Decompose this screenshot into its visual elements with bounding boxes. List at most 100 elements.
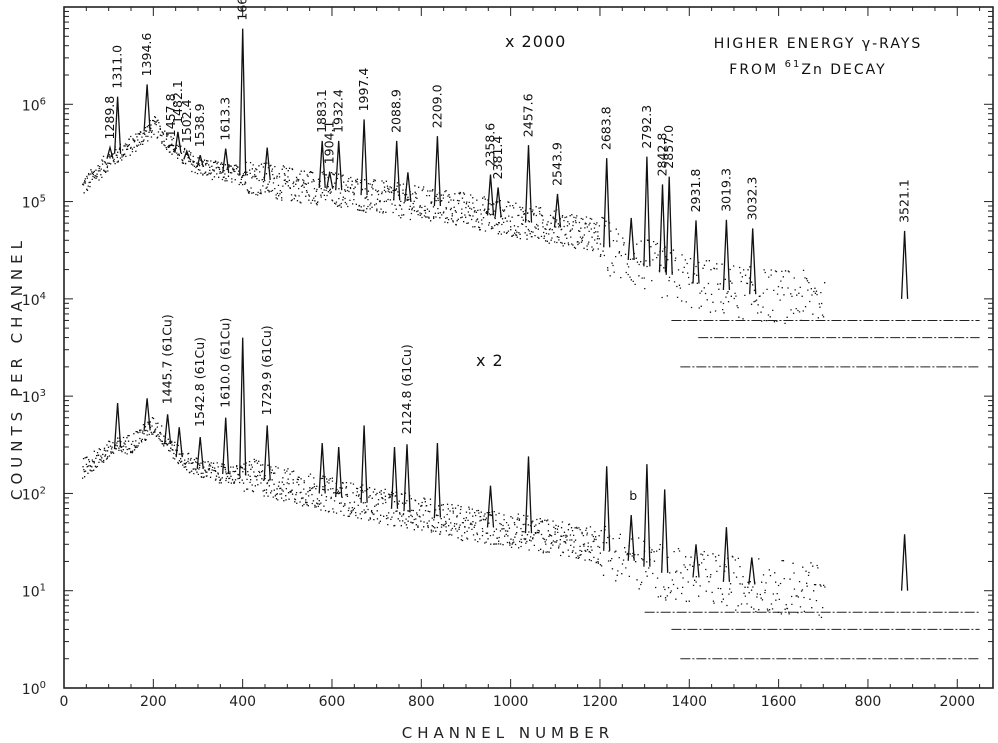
y-axis-label: COUNTS PER CHANNEL xyxy=(8,236,26,500)
x-tick-label: 1000 xyxy=(493,694,529,710)
y-tick-label: 104 xyxy=(22,291,46,309)
plot-frame xyxy=(63,6,994,689)
peak-annotations: 1289.8 1311.0 1394.6 1457.81482.11502.41538… xyxy=(102,0,912,503)
axes-frame xyxy=(63,6,994,689)
series-lower-x2 xyxy=(82,337,980,660)
peak-mark xyxy=(318,140,326,188)
chart-title-line2: FROM 61Zn DECAY xyxy=(729,59,886,78)
peak-mark xyxy=(748,557,756,585)
peak-label: 2931.8 xyxy=(688,169,703,213)
peak-mark xyxy=(393,140,401,201)
peak-label: 1482.1 xyxy=(170,80,185,124)
cu61-peak-label: 1729.9 (61Cu) xyxy=(259,325,274,415)
peak-mark xyxy=(196,436,204,470)
peak-mark xyxy=(494,187,502,218)
x-axis-label: CHANNEL NUMBER xyxy=(402,724,614,742)
peak-label: 3019.3 xyxy=(718,168,733,212)
peak-mark xyxy=(627,514,635,561)
peak-mark xyxy=(222,417,230,475)
peak-label: 2358.6 xyxy=(483,123,498,167)
peak-label: 2088.9 xyxy=(389,89,404,133)
peak-mark xyxy=(900,534,909,591)
peak-marker-label: b xyxy=(629,488,637,503)
x-tick-label: 1400 xyxy=(671,694,707,710)
peak-mark xyxy=(643,464,651,567)
peak-mark xyxy=(168,144,175,147)
peak-label: 1311.0 xyxy=(110,45,125,89)
peak-mark xyxy=(360,425,368,503)
peak-label: 3032.3 xyxy=(745,177,760,221)
x-tick-label: 800 xyxy=(408,694,435,710)
lower-series-label: x 2 xyxy=(476,351,504,370)
peak-mark xyxy=(318,442,326,494)
y-tick-label: 106 xyxy=(22,96,46,114)
peak-mark xyxy=(433,442,442,518)
peak-label: 2842.8 xyxy=(655,133,670,177)
peak-mark xyxy=(404,172,412,202)
peak-mark xyxy=(658,184,667,273)
peak-label: 2792.3 xyxy=(639,105,654,149)
peak-label: 3521.1 xyxy=(897,179,912,223)
cu61-peak-label: 1542.8 (61Cu) xyxy=(192,337,207,427)
peak-mark xyxy=(239,337,247,476)
series-upper-x2000 xyxy=(82,28,980,368)
peak-mark xyxy=(692,544,700,578)
y-tick-label: 100 xyxy=(22,680,46,698)
peak-mark xyxy=(163,414,172,445)
x-tick-label: 200 xyxy=(140,694,167,710)
peak-label: 2457.6 xyxy=(521,93,536,137)
peak-mark xyxy=(143,398,151,431)
cu61-peak-label: 2124.8 (61Cu) xyxy=(399,344,414,434)
peak-mark xyxy=(627,217,635,260)
peak-mark xyxy=(433,136,442,207)
peak-mark xyxy=(335,140,343,191)
peak-label: 1538.9 xyxy=(192,103,207,147)
peak-mark xyxy=(263,425,271,481)
y-tick-label: 105 xyxy=(22,194,46,212)
spectrum-series xyxy=(82,28,980,660)
peak-mark xyxy=(692,220,700,284)
peak-mark xyxy=(222,148,230,174)
y-tick-label: 101 xyxy=(22,583,46,601)
peak-mark xyxy=(524,145,533,223)
peak-label: 2543.9 xyxy=(550,142,565,186)
peak-mark xyxy=(263,147,271,181)
peak-mark xyxy=(326,172,334,189)
y-axis-ticks: 100 101 102 103 104 105 106 xyxy=(22,10,993,698)
continuum-dots xyxy=(82,115,826,325)
peak-mark xyxy=(486,174,495,216)
peak-label: 2209.0 xyxy=(429,84,444,128)
peak-mark xyxy=(524,456,533,534)
x-tick-label: 800 xyxy=(855,694,882,710)
continuum-dots xyxy=(82,417,826,619)
peak-mark xyxy=(486,485,495,528)
x-tick-label: 2000 xyxy=(939,694,975,710)
peak-label: 2683.8 xyxy=(599,106,614,150)
peak-mark xyxy=(143,84,151,132)
peak-mark xyxy=(183,149,191,160)
peak-mark xyxy=(239,28,247,176)
peak-label: 1289.8 xyxy=(102,96,117,140)
y-tick-label: 102 xyxy=(22,485,46,503)
peak-label: 1904.1 xyxy=(322,121,337,165)
peak-mark xyxy=(175,427,183,458)
x-tick-label: 400 xyxy=(229,694,256,710)
peak-mark xyxy=(665,176,673,275)
peak-label: 1997.4 xyxy=(356,68,371,112)
x-tick-label: 600 xyxy=(319,694,346,710)
title-line2-pre: FROM xyxy=(729,62,784,78)
peak-label: 1502.4 xyxy=(179,99,194,143)
x-tick-label: 0 xyxy=(60,694,69,710)
peak-mark xyxy=(553,193,562,228)
title-line2-sup: 61 xyxy=(785,59,802,70)
peak-mark xyxy=(603,466,611,551)
peak-label: 1394.6 xyxy=(139,33,154,77)
peak-label: 2381.4 xyxy=(490,136,505,180)
peak-mark xyxy=(390,446,399,509)
peak-mark xyxy=(722,527,731,582)
upper-series-label: x 2000 xyxy=(505,32,566,51)
x-axis-ticks: 0 200 400 600 800 1000 1200 1400 1600 800 2000 xyxy=(60,7,981,710)
peak-mark xyxy=(113,96,122,154)
peak-mark xyxy=(900,230,909,299)
